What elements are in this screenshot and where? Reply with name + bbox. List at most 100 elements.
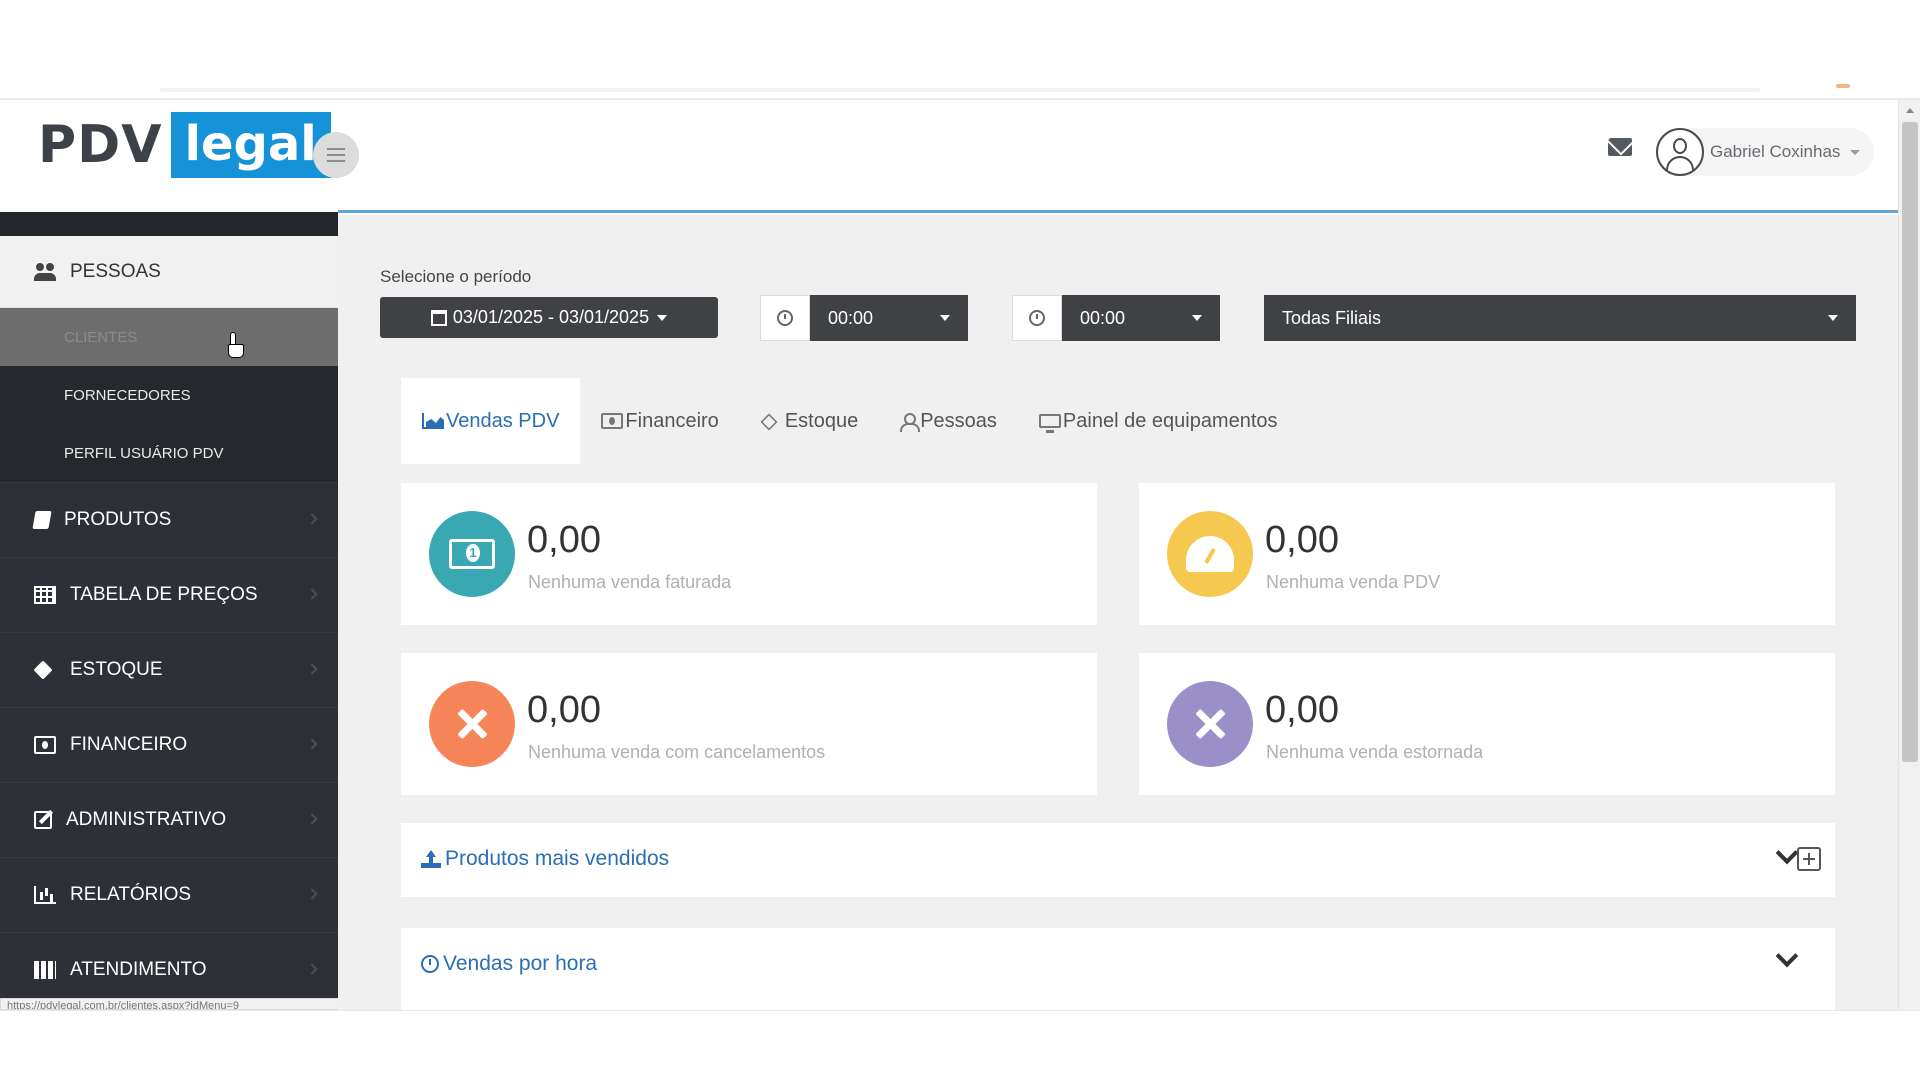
money-icon xyxy=(34,736,56,754)
time-start-group: 00:00 xyxy=(760,295,968,341)
kpi-description: Nenhuma venda faturada xyxy=(528,572,732,592)
sidebar-item-relatorios[interactable]: RELATÓRIOS xyxy=(0,857,338,932)
mail-icon[interactable] xyxy=(1608,138,1632,156)
time-end-select[interactable]: 00:00 xyxy=(1062,295,1220,341)
clock-icon xyxy=(1029,310,1045,326)
upload-icon xyxy=(421,850,441,868)
sidebar-item-label: PESSOAS xyxy=(70,260,161,282)
sidebar-item-estoque[interactable]: ESTOQUE xyxy=(0,632,338,707)
chevron-down-icon[interactable] xyxy=(1775,944,1799,968)
address-bar-line xyxy=(160,88,1760,92)
pdv-legal-logo[interactable]: PDV legal xyxy=(38,112,331,178)
scroll-thumb[interactable] xyxy=(1902,122,1918,762)
submenu-item-clientes[interactable]: CLIENTES xyxy=(0,308,338,366)
scroll-up-arrow-icon[interactable] xyxy=(1906,108,1914,113)
sidebar-item-financeiro[interactable]: FINANCEIRO xyxy=(0,707,338,782)
tab-label: Estoque xyxy=(784,409,859,432)
header-accent-line xyxy=(338,210,1898,213)
money-icon xyxy=(601,413,624,429)
submenu-item-fornecedores[interactable]: FORNECEDORES xyxy=(64,386,191,404)
tab-estoque[interactable]: Estoque xyxy=(740,378,879,464)
avatar xyxy=(1656,128,1704,176)
time-start-value: 00:00 xyxy=(828,307,874,328)
page-scrollbar[interactable] xyxy=(1898,100,1920,1010)
kpi-card-faturada: 0,00 Nenhuma venda faturada xyxy=(401,483,1097,625)
panel-produtos-mais-vendidos: Produtos mais vendidos xyxy=(401,823,1835,897)
kpi-icon-circle xyxy=(429,681,515,767)
sidebar-item-label: ATENDIMENTO xyxy=(70,959,207,980)
cube-icon xyxy=(760,413,778,431)
sidebar-item-label: PRODUTOS xyxy=(64,509,172,530)
kpi-card-estornada: 0,00 Nenhuma venda estornada xyxy=(1139,653,1835,795)
clock-icon xyxy=(421,955,439,973)
panel-title[interactable]: Produtos mais vendidos xyxy=(421,847,669,871)
panel-title-text: Produtos mais vendidos xyxy=(445,847,670,870)
branch-value: Todas Filiais xyxy=(1282,307,1382,328)
tab-label: Vendas PDV xyxy=(446,409,560,432)
users-icon xyxy=(34,262,56,281)
sidebar-item-atendimento[interactable]: ATENDIMENTO xyxy=(0,932,338,1002)
tab-painel-de-equipamentos[interactable]: Painel de equipamentos xyxy=(1018,378,1299,464)
branch-select[interactable]: Todas Filiais xyxy=(1264,295,1856,341)
kpi-icon-circle xyxy=(1167,511,1253,597)
kpi-description: Nenhuma venda PDV xyxy=(1266,572,1441,592)
chevron-right-icon xyxy=(306,738,318,750)
user-icon xyxy=(900,413,921,432)
time-start-select[interactable]: 00:00 xyxy=(810,295,968,341)
date-range-button[interactable]: 03/01/2025 - 03/01/2025 xyxy=(380,297,718,338)
app-header: PDV legal Gabriel Coxinhas xyxy=(0,100,1898,213)
close-icon xyxy=(1192,706,1228,742)
expand-plus-icon[interactable] xyxy=(1797,847,1821,871)
bottom-blank-area xyxy=(0,1010,1920,1080)
area-chart-icon xyxy=(422,413,444,429)
tab-financeiro[interactable]: Financeiro xyxy=(580,378,739,464)
main-content: Selecione o período 03/01/2025 - 03/01/2… xyxy=(338,215,1898,1010)
sidebar-item-tabela-de-precos[interactable]: TABELA DE PREÇOS xyxy=(0,557,338,632)
chevron-down-icon xyxy=(1850,149,1861,155)
status-bar-url: https://pdvlegal.com.br/clientes.aspx?id… xyxy=(0,998,374,1010)
hamburger-icon xyxy=(327,148,345,162)
browser-separator xyxy=(0,98,1920,100)
chevron-down-icon xyxy=(657,314,668,321)
submenu-item-perfil-usuario-pdv[interactable]: PERFIL USUÁRIO PDV xyxy=(64,444,224,462)
dashboard-icon xyxy=(1186,536,1234,572)
chevron-right-icon xyxy=(306,888,318,900)
time-end-value: 00:00 xyxy=(1080,307,1126,328)
kpi-value: 0,00 xyxy=(527,689,601,731)
time-end-addon xyxy=(1012,295,1062,341)
close-icon xyxy=(454,706,490,742)
tab-label: Pessoas xyxy=(920,409,997,432)
table-icon xyxy=(34,586,56,604)
sidebar-item-label: ESTOQUE xyxy=(70,659,163,680)
chevron-down-icon[interactable] xyxy=(1775,841,1799,865)
chevron-right-icon xyxy=(306,813,318,825)
chevron-down-icon xyxy=(1828,315,1838,321)
panel-title[interactable]: Vendas por hora xyxy=(421,952,597,976)
sidebar-item-administrativo[interactable]: ADMINISTRATIVO xyxy=(0,782,338,857)
dashboard-tabs: Vendas PDV Financeiro Estoque Pessoas Pa… xyxy=(401,378,1299,464)
kpi-icon-circle xyxy=(429,511,515,597)
tab-label: Financeiro xyxy=(625,409,719,432)
logo-text-light: legal xyxy=(170,112,331,178)
chevron-down-icon xyxy=(940,315,950,321)
sidebar-item-pessoas[interactable]: PESSOAS xyxy=(0,236,338,308)
chevron-right-icon xyxy=(306,963,318,975)
date-range-value: 03/01/2025 - 03/01/2025 xyxy=(452,307,650,327)
chevron-right-icon xyxy=(306,513,318,525)
chevron-down-icon xyxy=(1192,315,1202,321)
clock-icon xyxy=(777,310,793,326)
sidebar-item-label: RELATÓRIOS xyxy=(70,884,192,905)
bar-chart-icon xyxy=(34,886,56,904)
sidebar-item-label: TABELA DE PREÇOS xyxy=(70,584,258,605)
kpi-value: 0,00 xyxy=(527,519,601,561)
user-menu[interactable]: Gabriel Coxinhas xyxy=(1656,128,1874,176)
tab-vendas-pdv[interactable]: Vendas PDV xyxy=(401,378,581,464)
menu-toggle-button[interactable] xyxy=(313,132,359,178)
sidebar-item-produtos[interactable]: PRODUTOS xyxy=(0,482,338,557)
calendar-icon xyxy=(430,309,447,326)
tab-label: Painel de equipamentos xyxy=(1062,409,1278,432)
sidebar-item-label: FINANCEIRO xyxy=(70,734,188,755)
tab-pessoas[interactable]: Pessoas xyxy=(879,378,1018,464)
time-start-addon xyxy=(760,295,810,341)
chevron-right-icon xyxy=(306,588,318,600)
